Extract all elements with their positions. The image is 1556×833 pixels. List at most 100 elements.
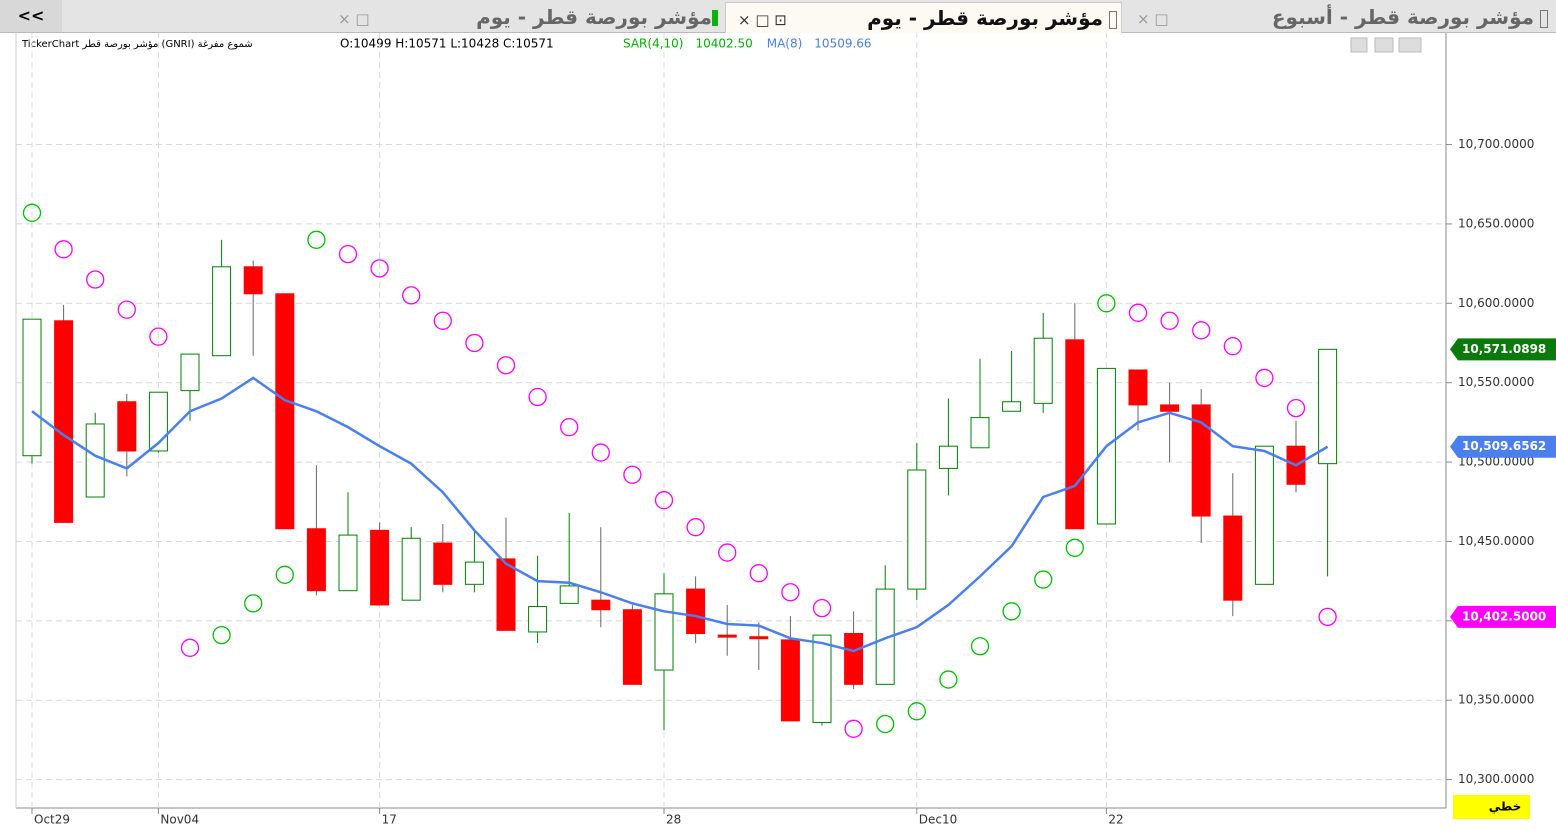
- sar-point: [812, 598, 832, 618]
- ohlc-info: O:10499 H:10571 L:10428 C:10571: [340, 37, 554, 51]
- sar-point: [496, 356, 516, 375]
- sar-point: [1286, 398, 1306, 418]
- price-tag-label: 10,509.6562: [1462, 439, 1546, 453]
- candle-body: [780, 639, 800, 722]
- sar-point: [876, 714, 895, 734]
- price-tag: [1450, 435, 1556, 458]
- y-tick-label: 10,700.0000: [1458, 137, 1534, 151]
- window-button[interactable]: [1350, 37, 1368, 53]
- y-tick-label: 10,300.0000: [1458, 772, 1534, 786]
- sar-point: [560, 417, 579, 437]
- chart-style-box[interactable]: [1453, 795, 1530, 819]
- sar-point: [307, 230, 326, 249]
- candle-body: [1065, 339, 1085, 530]
- y-tick-label: 10,500.0000: [1458, 455, 1534, 469]
- sar-point: [1255, 368, 1274, 388]
- sar-point: [1097, 294, 1116, 313]
- candle-body: [1318, 348, 1338, 465]
- sar-point: [1128, 303, 1148, 322]
- sar-point: [212, 625, 231, 645]
- sar-point: [180, 638, 200, 657]
- sar-point: [402, 286, 421, 305]
- tab-active[interactable]: × □ ⊡ مؤشر بورصة قطر - يوم: [725, 2, 1122, 33]
- candle-body: [1160, 404, 1180, 412]
- candle-body: [970, 417, 990, 449]
- price-tag: [1450, 338, 1556, 361]
- candle-body: [54, 320, 74, 523]
- tab[interactable]: × □ مؤشر بورصة قطر - أسبوع: [1125, 2, 1556, 32]
- grid: [16, 32, 1446, 808]
- legend-value: 10402.50: [695, 37, 752, 51]
- tab-marker: [1109, 11, 1117, 29]
- sar-point: [370, 259, 389, 278]
- x-tick-label: Dec10: [919, 813, 958, 827]
- sar-point: [465, 333, 484, 353]
- menu-button[interactable]: [1398, 37, 1422, 53]
- candle-body: [528, 606, 548, 633]
- candle-body: [875, 588, 895, 685]
- sar-point: [1002, 602, 1021, 621]
- candle-body: [591, 599, 611, 611]
- sar-point: [1318, 607, 1337, 627]
- settings-button[interactable]: [1374, 37, 1394, 53]
- tab-bar: << × □ مؤشر بورصة قطر - يوم × □ ⊡ مؤشر ب…: [0, 0, 1556, 33]
- tab-label[interactable]: مؤشر بورصة قطر - يوم: [867, 6, 1103, 30]
- candle-body: [749, 636, 769, 640]
- legend-name: MA(8): [767, 37, 803, 51]
- sar-point: [844, 719, 863, 738]
- chart-info-title: TickerChart مؤشر بورصة قطر (GNRI) شموع م…: [21, 39, 253, 50]
- sar-point: [686, 518, 705, 537]
- x-tick-label: 28: [666, 813, 681, 827]
- price-tag-label: 10,402.5000: [1462, 609, 1546, 623]
- sar-point: [1034, 570, 1053, 589]
- x-tick-label: Oct29: [34, 813, 70, 827]
- x-tick-label: 17: [382, 813, 397, 827]
- x-tick-label: 22: [1108, 813, 1123, 827]
- tab-marker: [1540, 10, 1548, 28]
- sar-point: [149, 327, 168, 346]
- legend-value: 10509.66: [814, 37, 871, 51]
- tab-label[interactable]: مؤشر بورصة قطر - يوم: [476, 5, 712, 29]
- candle-body: [907, 469, 927, 590]
- sar-point: [939, 670, 958, 689]
- candle-body: [148, 391, 168, 452]
- candle-body: [306, 528, 326, 592]
- sar-point: [591, 443, 610, 462]
- candle-body: [243, 266, 263, 295]
- back-button[interactable]: <<: [0, 0, 62, 32]
- candle-body: [1191, 404, 1211, 517]
- y-tick-label: 10,450.0000: [1458, 534, 1534, 548]
- candle-body: [464, 561, 484, 585]
- price-tag: [1450, 605, 1556, 628]
- tab[interactable]: × □ مؤشر بورصة قطر - يوم: [330, 2, 720, 32]
- candle-body: [1254, 445, 1274, 585]
- candle-body: [938, 445, 958, 469]
- candle-body: [686, 588, 706, 635]
- sar-point: [433, 311, 452, 330]
- chart-style[interactable]: خطي: [1489, 800, 1521, 814]
- candle-body: [212, 266, 232, 357]
- candle-body: [844, 633, 864, 685]
- candle-body: [1033, 337, 1053, 404]
- sar-point: [54, 240, 73, 259]
- candle-body: [275, 293, 295, 530]
- tab-label[interactable]: مؤشر بورصة قطر - أسبوع: [1271, 5, 1534, 29]
- sar-point: [749, 564, 768, 583]
- sar-point: [718, 543, 737, 562]
- y-tick-label: 10,600.0000: [1458, 296, 1534, 310]
- sar-point: [1065, 538, 1084, 557]
- candle-body: [654, 593, 674, 671]
- candle-body: [622, 609, 642, 685]
- sar-point: [654, 491, 674, 510]
- candle-body: [117, 401, 137, 452]
- candle-body: [1223, 515, 1243, 601]
- candle-body: [559, 585, 579, 604]
- candle-body: [717, 634, 737, 638]
- candle-body: [401, 537, 421, 601]
- candle-body: [180, 353, 200, 392]
- legend-name: SAR(4,10): [623, 37, 683, 51]
- sar-point: [244, 594, 263, 613]
- candle-body: [338, 534, 358, 592]
- candle-body: [496, 558, 516, 631]
